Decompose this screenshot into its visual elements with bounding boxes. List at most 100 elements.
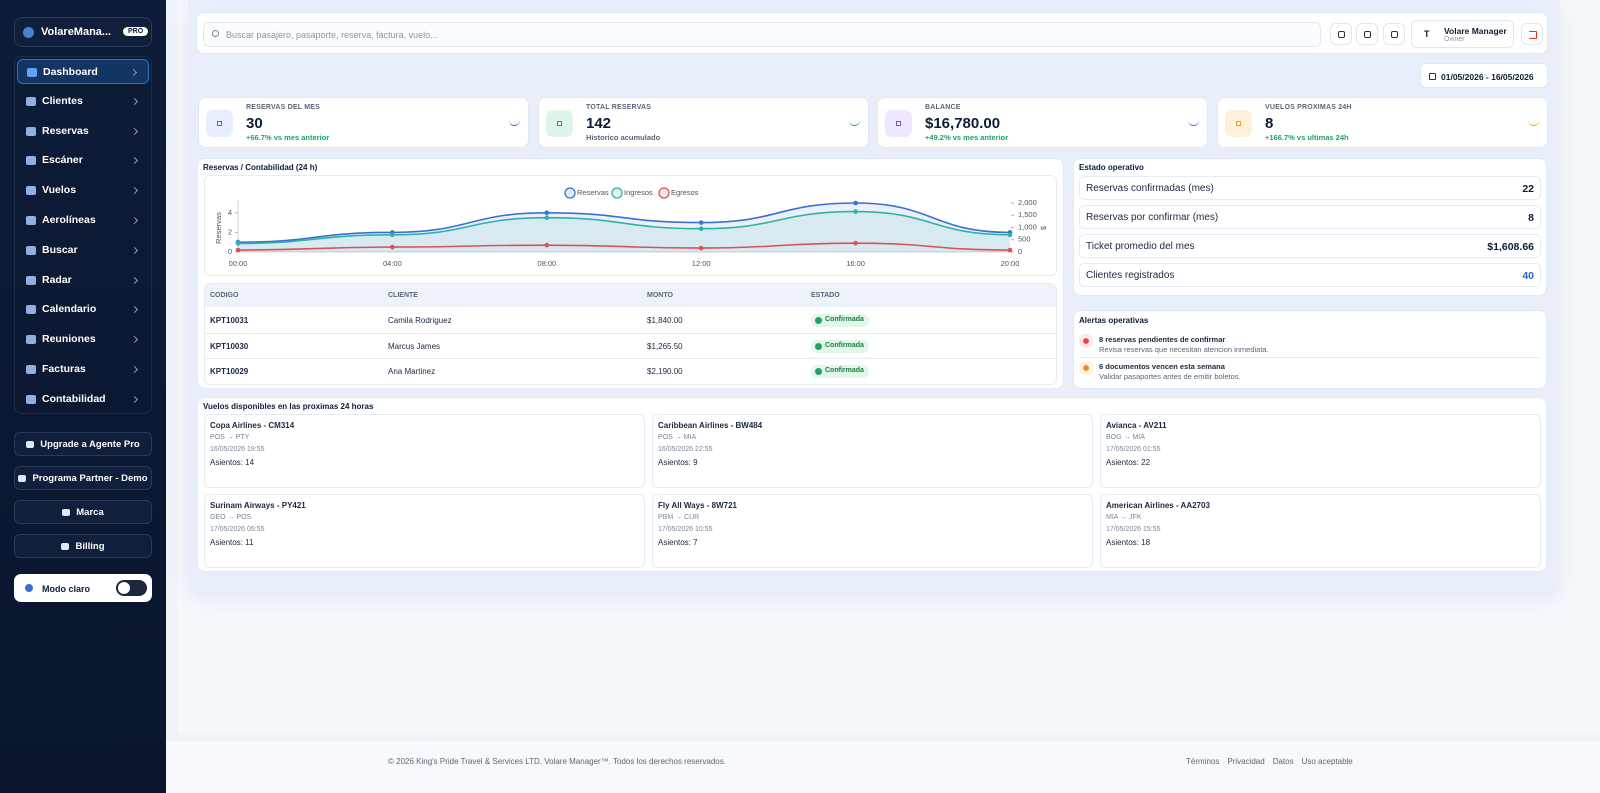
nav-item[interactable]: Reuniones — [17, 327, 149, 352]
legend-label[interactable]: Egresos — [671, 188, 699, 197]
status-row: Clientes registrados 40 — [1079, 263, 1541, 287]
button-content: Billing — [15, 541, 151, 552]
nav-label: Aerolíneas — [42, 214, 96, 226]
kpi-icon — [885, 110, 912, 137]
nav-item[interactable]: Reservas — [17, 119, 149, 144]
trend-icon — [509, 120, 520, 126]
sidebar-button[interactable]: Billing — [14, 534, 152, 558]
point — [544, 210, 550, 216]
alert-icon — [1079, 361, 1093, 375]
nav-item[interactable]: Vuelos — [17, 178, 149, 203]
table-cell: KPT10031 — [210, 316, 249, 325]
nav-icon — [26, 305, 36, 315]
search-input[interactable]: Buscar pasajero, pasaporte, reserva, fac… — [203, 22, 1321, 47]
status-label: Reservas por confirmar (mes) — [1086, 212, 1219, 223]
flight-card[interactable]: Caribbean Airlines - BW484 POS → MIA 16/05… — [652, 414, 1093, 488]
alerts-title: Alertas operativas — [1079, 316, 1149, 325]
kpi-value: 8 — [1265, 115, 1274, 132]
point — [698, 245, 704, 251]
table-cell: KPT10030 — [210, 341, 249, 351]
line — [237, 202, 1011, 243]
nav-icon — [26, 126, 36, 136]
flight-card[interactable]: Avianca - AV211 BOG → MIA 17/05/2026 01:55… — [1100, 414, 1541, 488]
kpi-note: +49.2% vs mes anterior — [925, 133, 1009, 142]
legend-label[interactable]: Reservas — [577, 188, 609, 197]
nav-item[interactable]: Aerolíneas — [17, 208, 149, 233]
y-tick-label: 4 — [228, 208, 232, 217]
nav-item[interactable]: Facturas — [17, 357, 149, 382]
point — [390, 244, 395, 250]
icon-button[interactable] — [1383, 23, 1405, 45]
logout-button[interactable] — [1521, 23, 1543, 45]
theme-toggle[interactable]: Modo claro — [14, 574, 152, 602]
sidebar-button[interactable]: Programa Partner - Demo — [14, 466, 152, 490]
point — [853, 209, 858, 214]
line — [237, 210, 1011, 245]
sidebar-button[interactable]: Upgrade a Agente Pro — [14, 432, 152, 456]
footer-link[interactable]: Privacidad — [1227, 757, 1265, 766]
nav-item[interactable]: Contabilidad — [17, 387, 149, 412]
flight-card[interactable]: Copa Airlines - CM314 POS → PTY 16/05/2026… — [204, 414, 645, 488]
y-tick-label: 2 — [228, 227, 232, 236]
legend-marker[interactable] — [564, 187, 576, 199]
nav-icon — [26, 216, 36, 225]
legend-label[interactable]: Ingresos — [624, 188, 653, 197]
button-icon — [62, 508, 71, 516]
column-header: ESTADO — [811, 292, 840, 299]
nav-item[interactable]: Clientes — [17, 89, 149, 114]
flight-time: 16/05/2026 22:55 — [658, 446, 713, 453]
icon-button[interactable] — [1356, 23, 1378, 45]
chevron — [129, 68, 138, 77]
theme-label: Modo claro — [42, 584, 91, 594]
y2-tick-label: 500 — [1018, 235, 1031, 244]
nav-icon — [26, 186, 36, 196]
nav-item[interactable]: Dashboard — [17, 59, 149, 84]
flight-seats: Asientos: 11 — [210, 538, 254, 547]
trend-icon — [1188, 120, 1199, 126]
flight-card[interactable]: American Airlines - AA2703 MIA → JFK 17/05… — [1100, 494, 1541, 568]
nav-icon — [26, 156, 36, 166]
logo — [23, 27, 34, 38]
chevron — [130, 365, 139, 374]
date-range[interactable]: 01/05/2026 - 16/05/2026 — [1420, 63, 1548, 88]
chart-card — [197, 158, 1064, 389]
user-menu[interactable]: T Volare Manager Owner — [1411, 20, 1514, 48]
alert-divider — [1079, 357, 1541, 358]
legend-marker[interactable] — [611, 187, 623, 199]
footer-link[interactable]: Uso aceptable — [1301, 757, 1353, 766]
sidebar-button[interactable]: Marca — [14, 500, 152, 524]
point — [698, 226, 704, 232]
flight-card[interactable]: Fly All Ways - 8W721 PBM → CUR 17/05/2026 … — [652, 494, 1093, 568]
status-badge: Confirmada — [811, 339, 869, 353]
chevron — [130, 306, 139, 314]
chevron — [130, 187, 139, 195]
icon-button[interactable] — [1330, 23, 1352, 45]
flight-route: MIA → JFK — [1106, 514, 1142, 521]
footer-link[interactable]: Datos — [1272, 757, 1294, 766]
status-value: 22 — [1522, 183, 1534, 195]
kpi-note: +66.7% vs mes anterior — [246, 133, 330, 142]
avatar: T — [1424, 29, 1430, 39]
nav: Dashboard Clientes Reservas Escáner Vuelos Ae… — [14, 56, 152, 414]
legend-marker[interactable] — [658, 187, 670, 199]
flight-card[interactable]: Surinam Airways - PY421 GEO → POS 17/05/20… — [204, 494, 645, 568]
nav-label: Buscar — [42, 243, 78, 256]
button-content: Marca — [15, 507, 151, 518]
nav-item[interactable]: Radar — [17, 268, 149, 293]
nav-icon — [26, 365, 36, 374]
alert-title: 8 reservas pendientes de confirmar — [1099, 335, 1226, 344]
nav-item[interactable]: Escáner — [17, 148, 149, 173]
user-role: Owner — [1444, 36, 1465, 43]
icon — [1338, 31, 1345, 38]
nav-label: Clientes — [42, 94, 83, 107]
footer-link[interactable]: Términos — [1186, 757, 1220, 766]
point — [1007, 247, 1013, 253]
brand: VolareMana... PRO — [14, 17, 152, 47]
nav-item[interactable]: Calendario — [17, 297, 149, 322]
switch-knob — [118, 582, 130, 594]
switch[interactable] — [116, 580, 147, 596]
y2-tick-label: 2,000 — [1018, 198, 1037, 207]
flight-route: POS → MIA — [658, 434, 697, 441]
nav-item[interactable]: Buscar — [17, 238, 149, 263]
area — [238, 203, 1010, 252]
